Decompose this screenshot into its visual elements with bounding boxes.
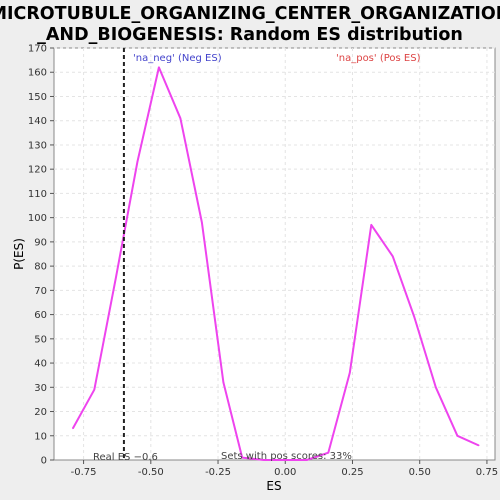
data-point (179, 117, 181, 119)
es-distribution-line (71, 66, 480, 461)
x-tick-label: -0.50 (138, 467, 164, 478)
y-tick-label: 80 (34, 262, 47, 273)
plot-area (53, 47, 496, 461)
neg-es-label: 'na_neg' (Neg ES) (133, 53, 222, 64)
data-point (284, 459, 286, 461)
pos-es-label: 'na_pos' (Pos ES) (336, 53, 421, 64)
x-axis-label: ES (266, 479, 281, 493)
x-tick-label: 0.00 (274, 467, 296, 478)
y-tick-label: 100 (28, 213, 47, 224)
y-tick-label: 140 (28, 116, 47, 127)
y-tick-label: 60 (34, 310, 47, 321)
data-point (392, 255, 394, 258)
data-point (115, 277, 117, 279)
series-layer (71, 66, 480, 461)
data-point (413, 316, 415, 318)
x-tick-label: -0.75 (71, 467, 97, 478)
y-tick-label: 20 (34, 407, 47, 418)
y-axis-label: P(ES) (12, 238, 26, 270)
data-point (72, 427, 74, 430)
sets-pos-scores-label: Sets with pos scores: 33% (221, 451, 352, 462)
data-point (222, 381, 225, 384)
data-point (241, 456, 243, 459)
data-point (435, 386, 437, 388)
y-tick-label: 110 (28, 189, 47, 200)
data-point (93, 389, 95, 391)
chart-title-line-2: _AND_BIOGENESIS: Random ES distribution (37, 25, 463, 45)
axis-ticks: 0 10 20 30 40 50 60 70 80 90 100 110 120 130 140 150 160… (28, 44, 498, 479)
data-point (263, 459, 265, 461)
data-point (370, 224, 372, 226)
real-es-label: Real ES −0.6 (93, 452, 158, 463)
y-tick-label: 170 (28, 44, 47, 55)
x-tick-label: 0.50 (409, 467, 431, 478)
data-point (349, 372, 351, 374)
x-tick-label: 0.25 (341, 467, 363, 478)
data-point (201, 221, 203, 224)
y-tick-label: 0 (41, 456, 47, 467)
y-tick-label: 130 (28, 140, 47, 151)
x-tick-label: 0.75 (476, 467, 498, 478)
data-point (306, 459, 308, 461)
data-point (327, 452, 329, 454)
x-tick-label: -0.25 (205, 467, 231, 478)
y-tick-label: 90 (34, 237, 47, 248)
y-tick-label: 30 (34, 383, 47, 394)
grid-lines (54, 47, 495, 460)
data-point (478, 444, 480, 447)
y-tick-label: 40 (34, 359, 47, 370)
data-point (456, 435, 458, 437)
y-tick-label: 120 (28, 165, 47, 176)
data-point (136, 161, 138, 163)
y-tick-label: 70 (34, 286, 47, 297)
y-tick-label: 10 (34, 431, 47, 442)
chart-title-line-1: MICROTUBULE_ORGANIZING_CENTER_ORGANIZATI… (0, 4, 500, 24)
y-tick-label: 150 (28, 92, 47, 103)
y-tick-label: 160 (28, 68, 47, 79)
y-tick-label: 50 (34, 334, 47, 345)
data-point (158, 66, 160, 68)
